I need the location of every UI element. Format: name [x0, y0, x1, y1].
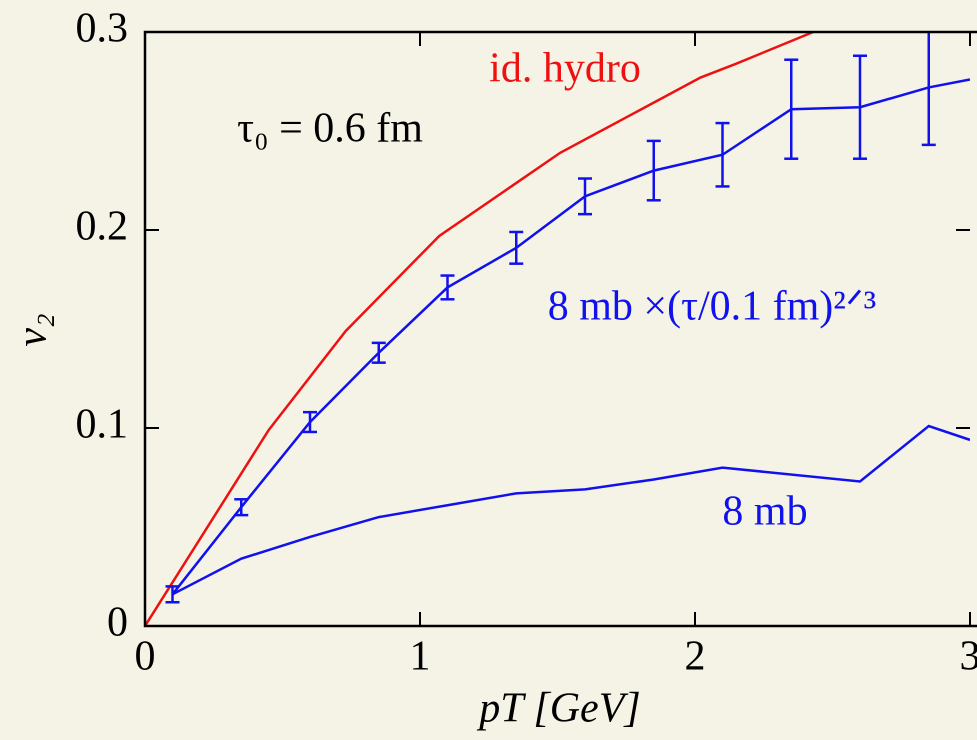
- y-tick-label: 0.3: [76, 6, 129, 52]
- y-tick-label: 0.1: [76, 402, 129, 448]
- series-line: [171, 78, 970, 596]
- x-tick-label: 3: [960, 634, 977, 680]
- x-axis-label: pT [GeV]: [476, 686, 640, 732]
- plot-frame: [143, 30, 977, 628]
- y-axis-label: v₂: [10, 313, 56, 346]
- x-tick-label: 0: [135, 634, 156, 680]
- y-tick-label: 0: [107, 600, 128, 646]
- error-bar: [578, 177, 592, 216]
- error-bar: [509, 230, 524, 265]
- error-bar: [646, 139, 661, 202]
- x-tick-label: 1: [410, 634, 431, 680]
- error-bar: [303, 410, 317, 434]
- series-line: [145, 32, 814, 626]
- error-bar: [715, 121, 730, 188]
- error-bar: [371, 341, 386, 364]
- annotation: id. hydro: [489, 46, 641, 92]
- error-bar: [921, 32, 936, 147]
- y-tick-label: 0.2: [76, 204, 129, 250]
- annotation: 8 mb: [722, 489, 807, 535]
- series-line: [171, 424, 970, 596]
- annotation: 8 mb ×(τ/0.1 fm)²ᐟ³: [548, 284, 877, 330]
- error-bar: [784, 58, 799, 160]
- error-bar: [853, 54, 867, 160]
- annotation: τ₀ = 0.6 fm: [237, 106, 423, 152]
- error-bar: [440, 274, 455, 301]
- x-tick-label: 2: [685, 634, 706, 680]
- error-bar: [234, 498, 249, 517]
